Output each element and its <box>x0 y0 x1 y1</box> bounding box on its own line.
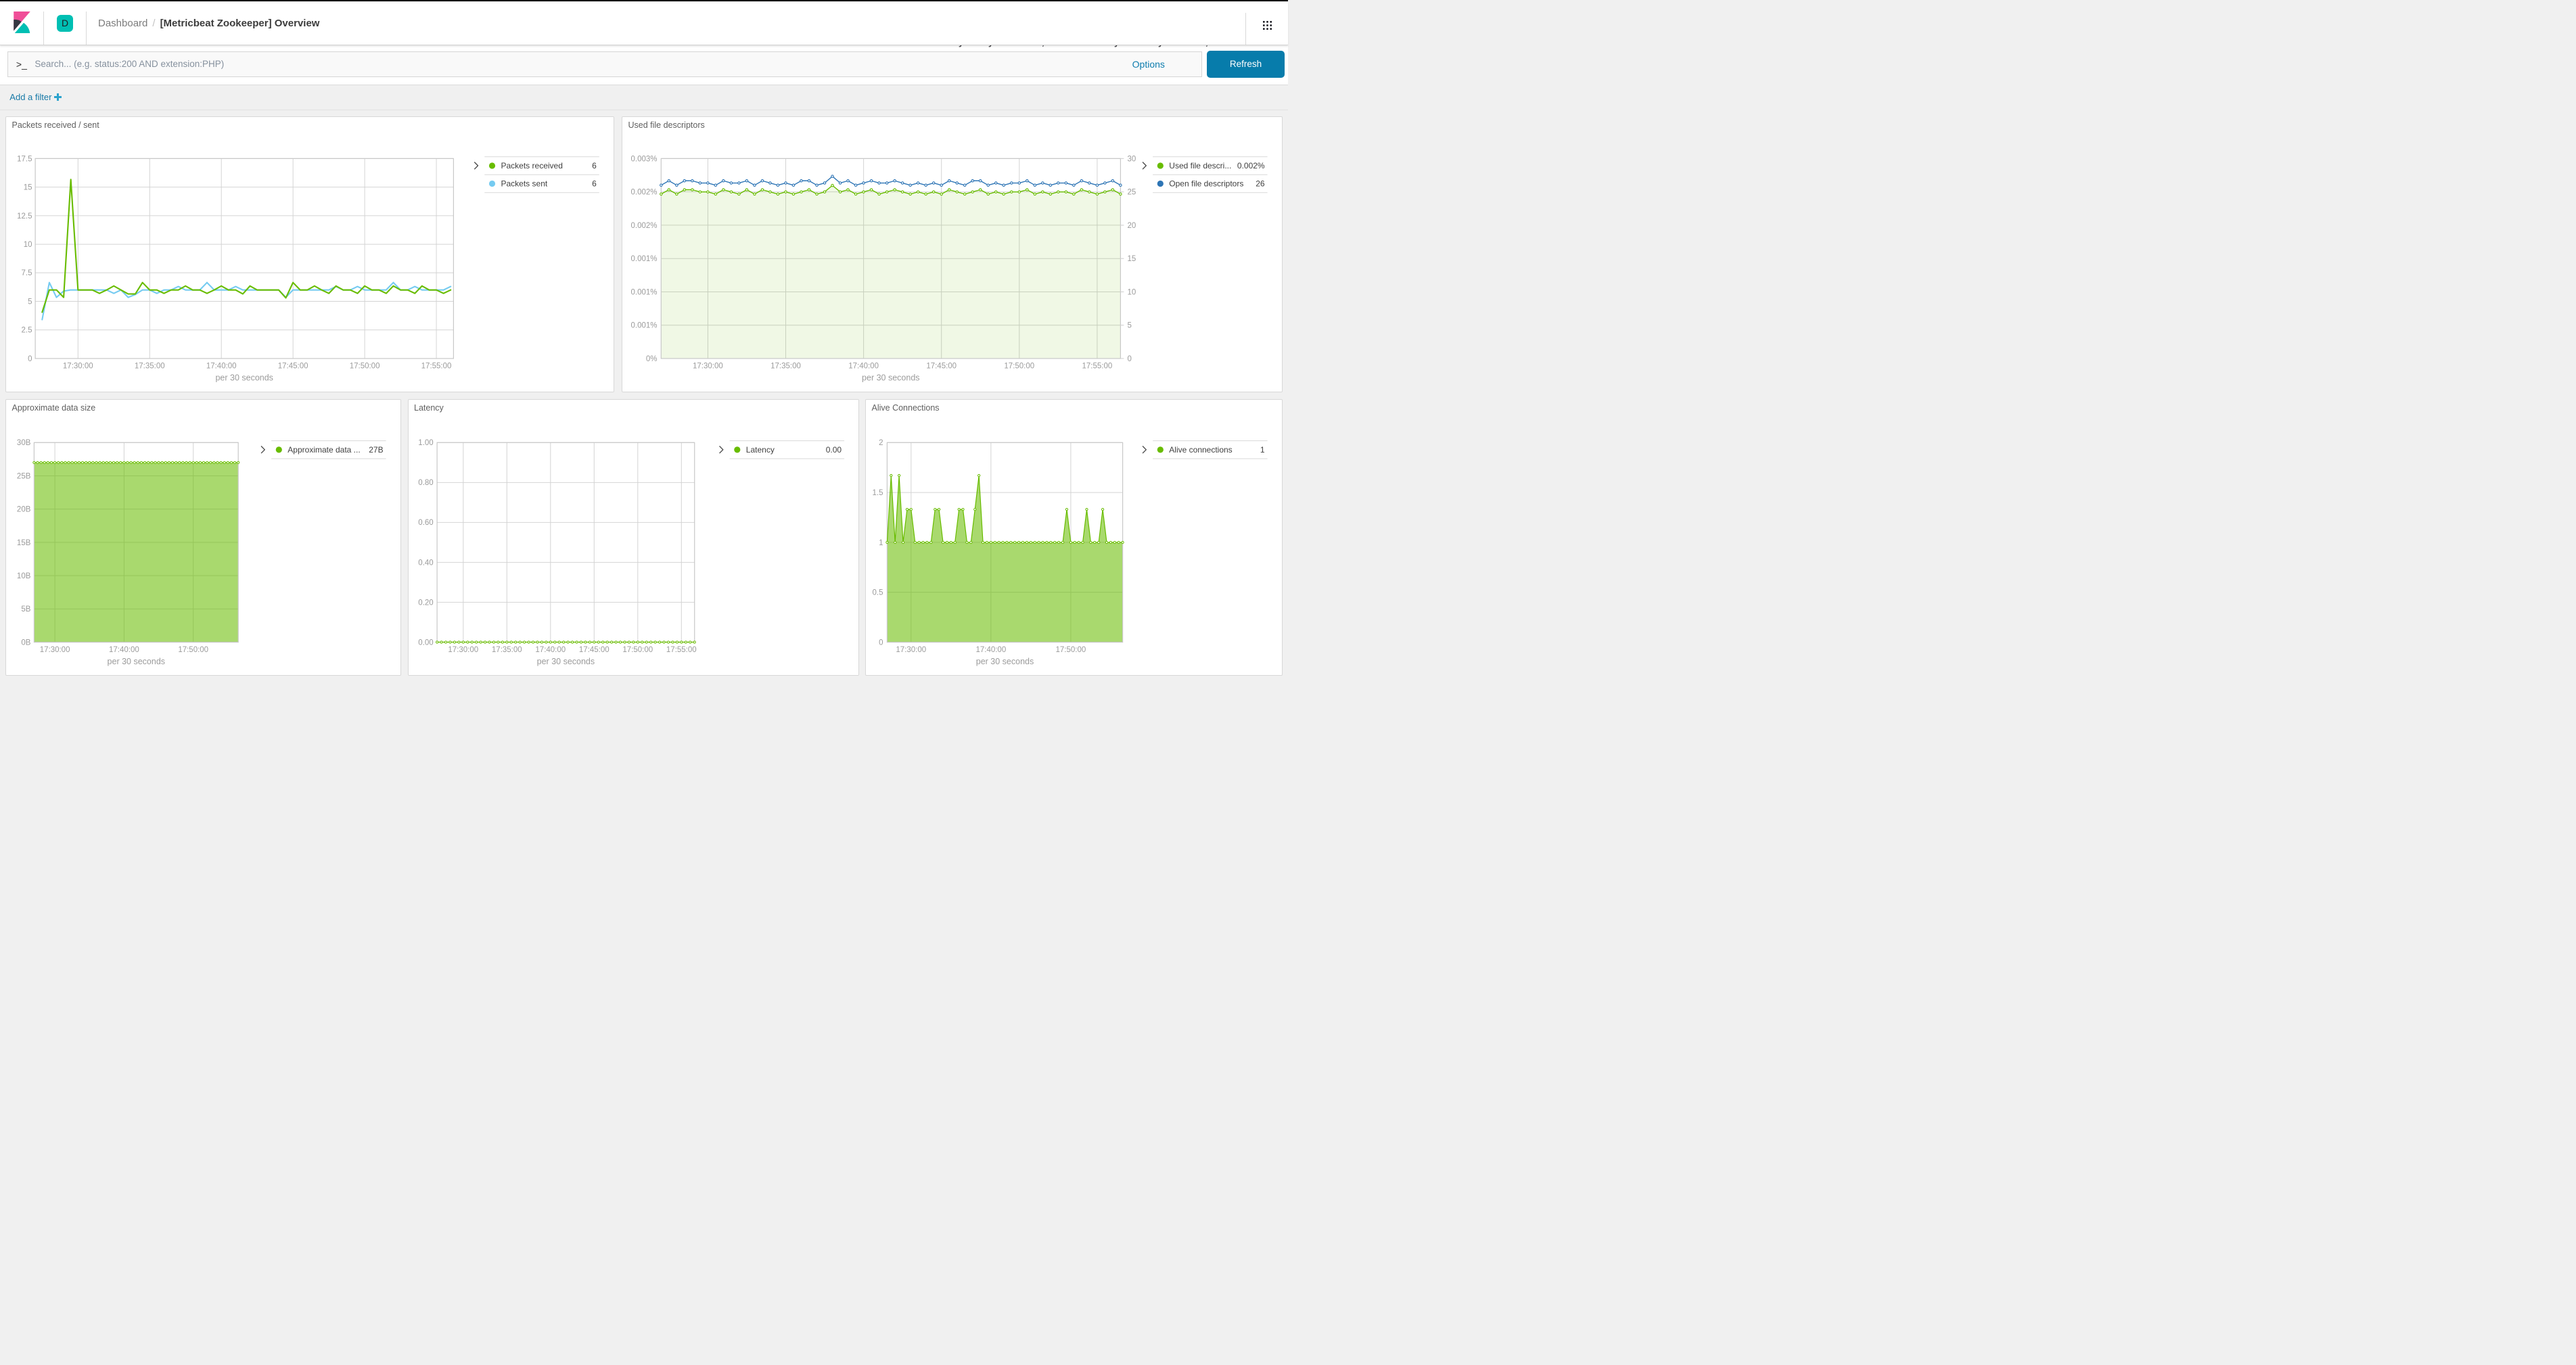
svg-text:12.5: 12.5 <box>17 212 32 220</box>
svg-text:17:40:00: 17:40:00 <box>975 646 1006 654</box>
svg-text:per 30 seconds: per 30 seconds <box>862 373 919 382</box>
svg-text:20B: 20B <box>17 506 31 514</box>
svg-text:17:45:00: 17:45:00 <box>278 362 308 370</box>
svg-text:1: 1 <box>879 539 883 547</box>
svg-text:0B: 0B <box>21 639 30 647</box>
svg-text:6: 6 <box>592 161 597 170</box>
svg-text:10: 10 <box>1128 288 1136 296</box>
svg-text:0.80: 0.80 <box>418 479 433 487</box>
svg-text:10B: 10B <box>17 572 31 580</box>
svg-text:per 30 seconds: per 30 seconds <box>108 657 165 666</box>
svg-text:0.5: 0.5 <box>873 589 883 597</box>
svg-text:per 30 seconds: per 30 seconds <box>215 373 273 382</box>
svg-text:5: 5 <box>1128 321 1132 329</box>
svg-text:17:40:00: 17:40:00 <box>206 362 237 370</box>
svg-text:17:35:00: 17:35:00 <box>770 362 801 370</box>
svg-text:17:45:00: 17:45:00 <box>926 362 957 370</box>
svg-text:7.5: 7.5 <box>22 269 32 277</box>
svg-text:27B: 27B <box>369 445 383 455</box>
svg-text:15B: 15B <box>17 539 31 547</box>
svg-text:0.001%: 0.001% <box>630 288 657 296</box>
svg-text:0.002%: 0.002% <box>630 188 657 196</box>
svg-text:17:55:00: 17:55:00 <box>1082 362 1113 370</box>
svg-text:0.40: 0.40 <box>418 559 433 567</box>
svg-text:5: 5 <box>28 298 32 306</box>
svg-text:30: 30 <box>1128 155 1136 163</box>
svg-text:10: 10 <box>24 240 32 248</box>
svg-text:5B: 5B <box>21 605 30 614</box>
svg-text:17:55:00: 17:55:00 <box>666 646 696 654</box>
svg-text:17:30:00: 17:30:00 <box>63 362 93 370</box>
svg-text:6: 6 <box>592 179 597 188</box>
svg-text:17.5: 17.5 <box>17 155 32 163</box>
svg-text:0.20: 0.20 <box>418 599 433 607</box>
svg-text:1.5: 1.5 <box>873 489 883 497</box>
svg-text:26: 26 <box>1256 179 1265 188</box>
svg-text:17:30:00: 17:30:00 <box>896 646 926 654</box>
svg-text:Packets received: Packets received <box>501 161 563 170</box>
svg-text:17:50:00: 17:50:00 <box>178 646 208 654</box>
svg-text:17:50:00: 17:50:00 <box>1004 362 1034 370</box>
svg-text:per 30 seconds: per 30 seconds <box>976 657 1034 666</box>
svg-text:0: 0 <box>28 354 32 363</box>
svg-text:17:40:00: 17:40:00 <box>848 362 879 370</box>
svg-text:2.5: 2.5 <box>22 326 32 334</box>
svg-text:15: 15 <box>24 183 32 191</box>
svg-text:0%: 0% <box>646 354 658 363</box>
svg-text:17:50:00: 17:50:00 <box>350 362 380 370</box>
svg-text:17:45:00: 17:45:00 <box>578 646 609 654</box>
svg-text:30B: 30B <box>17 439 31 447</box>
svg-text:Latency: Latency <box>745 445 774 455</box>
svg-text:17:30:00: 17:30:00 <box>40 646 70 654</box>
svg-text:17:40:00: 17:40:00 <box>535 646 566 654</box>
svg-text:25B: 25B <box>17 472 31 480</box>
svg-text:17:40:00: 17:40:00 <box>109 646 139 654</box>
svg-text:0.00: 0.00 <box>418 639 433 647</box>
svg-text:Packets sent: Packets sent <box>501 179 548 188</box>
svg-text:0.00: 0.00 <box>825 445 842 455</box>
svg-text:0.002%: 0.002% <box>1237 161 1265 170</box>
svg-text:17:30:00: 17:30:00 <box>448 646 478 654</box>
svg-text:1.00: 1.00 <box>418 439 433 447</box>
svg-text:20: 20 <box>1128 221 1136 229</box>
svg-text:Approximate data ...: Approximate data ... <box>288 445 360 455</box>
svg-text:0: 0 <box>879 639 883 647</box>
svg-text:Alive connections: Alive connections <box>1169 445 1232 455</box>
svg-text:15: 15 <box>1128 255 1136 263</box>
svg-text:17:30:00: 17:30:00 <box>693 362 723 370</box>
svg-text:Open file descriptors: Open file descriptors <box>1169 179 1243 188</box>
svg-text:0: 0 <box>1128 354 1132 363</box>
svg-text:17:55:00: 17:55:00 <box>421 362 452 370</box>
svg-text:0.60: 0.60 <box>418 519 433 527</box>
svg-text:0.003%: 0.003% <box>630 155 657 163</box>
svg-text:25: 25 <box>1128 188 1136 196</box>
svg-text:17:50:00: 17:50:00 <box>1056 646 1086 654</box>
svg-text:0.001%: 0.001% <box>630 321 657 329</box>
svg-text:1: 1 <box>1260 445 1265 455</box>
svg-text:17:50:00: 17:50:00 <box>622 646 653 654</box>
svg-text:17:35:00: 17:35:00 <box>491 646 522 654</box>
svg-text:2: 2 <box>879 439 883 447</box>
svg-text:17:35:00: 17:35:00 <box>135 362 165 370</box>
svg-text:per 30 seconds: per 30 seconds <box>536 657 594 666</box>
svg-text:Used file descri...: Used file descri... <box>1169 161 1231 170</box>
svg-text:0.001%: 0.001% <box>630 255 657 263</box>
svg-text:0.002%: 0.002% <box>630 221 657 229</box>
